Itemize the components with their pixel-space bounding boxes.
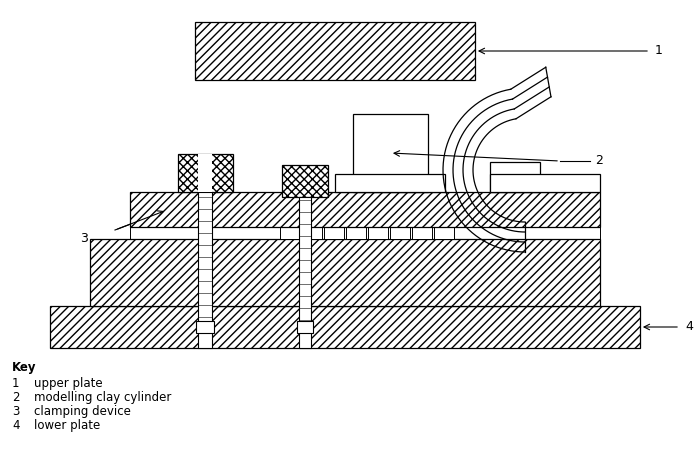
- Bar: [280, 227, 300, 239]
- Bar: [178, 154, 233, 192]
- Bar: [353, 114, 428, 192]
- Text: clamping device: clamping device: [34, 405, 131, 418]
- Bar: [282, 165, 328, 197]
- Text: 4: 4: [685, 320, 693, 333]
- Bar: [490, 174, 600, 192]
- Text: 3: 3: [80, 232, 88, 245]
- Text: 2: 2: [595, 155, 603, 168]
- Text: 2: 2: [12, 391, 20, 404]
- Text: 1: 1: [12, 377, 20, 390]
- Bar: [198, 192, 212, 348]
- Text: Key: Key: [12, 361, 36, 374]
- Text: 4: 4: [12, 419, 20, 432]
- Bar: [390, 227, 410, 239]
- Text: lower plate: lower plate: [34, 419, 100, 432]
- Bar: [196, 321, 214, 333]
- Bar: [198, 154, 212, 192]
- Text: modelling clay cylinder: modelling clay cylinder: [34, 391, 172, 404]
- Bar: [324, 227, 344, 239]
- Bar: [90, 239, 600, 306]
- Bar: [299, 197, 311, 348]
- Bar: [195, 22, 475, 80]
- Bar: [368, 227, 388, 239]
- Bar: [490, 162, 540, 192]
- Text: 1: 1: [655, 44, 663, 57]
- Bar: [412, 227, 432, 239]
- Bar: [50, 306, 640, 348]
- Bar: [434, 227, 454, 239]
- Bar: [346, 227, 366, 239]
- Bar: [335, 174, 445, 192]
- Bar: [302, 227, 322, 239]
- Bar: [297, 321, 313, 333]
- Bar: [130, 192, 600, 227]
- Text: 3: 3: [12, 405, 20, 418]
- Text: upper plate: upper plate: [34, 377, 103, 390]
